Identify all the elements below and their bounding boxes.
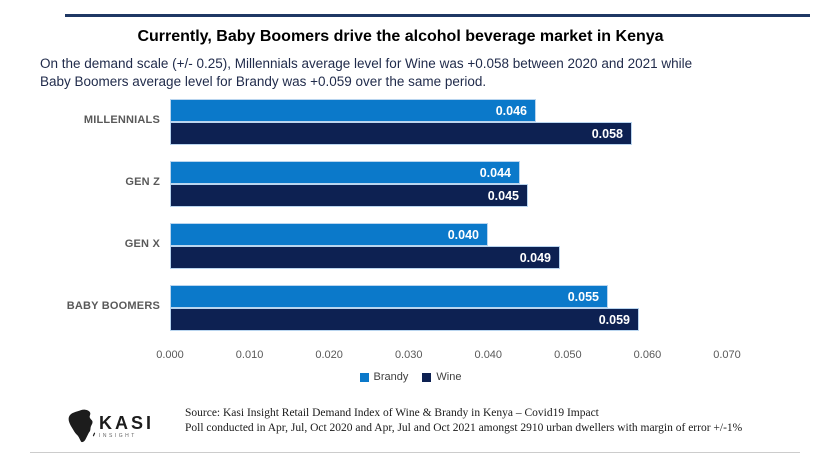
category-label-millennials: MILLENNIALS <box>83 114 160 126</box>
kasi-logo-subtext: INSIGHT <box>99 433 137 439</box>
bottom-rule <box>30 452 800 453</box>
wine-swatch-icon <box>422 372 432 382</box>
x-tick-0.050: 0.050 <box>554 349 582 361</box>
bar-value-label: 0.059 <box>598 312 630 327</box>
bar-brandy-gen-x: 0.040 <box>170 223 488 246</box>
x-tick-0.020: 0.020 <box>315 349 343 361</box>
bar-value-label: 0.046 <box>495 103 527 118</box>
chart-subtitle: On the demand scale (+/- 0.25), Millenni… <box>40 55 785 90</box>
legend-item-brandy: Brandy <box>359 371 409 383</box>
bar-wine-baby-boomers: 0.059 <box>170 308 639 331</box>
bar-value-label: 0.045 <box>487 188 519 203</box>
bar-brandy-baby-boomers: 0.055 <box>170 285 608 308</box>
x-tick-0.010: 0.010 <box>235 349 264 361</box>
category-label-gen-x: GEN X <box>124 238 160 250</box>
bar-wine-gen-z: 0.045 <box>170 184 528 207</box>
category-label-baby-boomers: BABY BOOMERS <box>66 300 160 312</box>
subtitle-line-2: Baby Boomers average level for Brandy wa… <box>40 73 487 89</box>
chart-plot: MILLENNIALS 0.046 0.058 GEN Z 0.044 0.045 GEN … <box>0 99 760 339</box>
x-tick-0.070: 0.070 <box>713 349 741 361</box>
x-tick-0.040: 0.040 <box>474 349 503 361</box>
bar-value-label: 0.058 <box>591 126 623 141</box>
africa-icon <box>68 409 96 443</box>
legend-label-brandy: Brandy <box>373 371 409 383</box>
bar-wine-millennials: 0.058 <box>170 122 632 145</box>
legend-item-wine: Wine <box>422 371 461 383</box>
top-rule <box>65 14 810 17</box>
bar-brandy-millennials: 0.046 <box>170 99 536 122</box>
bar-wine-gen-x: 0.049 <box>170 246 560 269</box>
legend-label-wine: Wine <box>436 371 462 383</box>
x-tick-0.000: 0.000 <box>156 349 184 361</box>
x-tick-0.030: 0.030 <box>394 349 423 361</box>
category-label-gen-z: GEN Z <box>125 176 160 188</box>
kasi-logo-text: KASI <box>99 413 155 433</box>
x-axis: 0.000 0.010 0.020 0.030 0.040 0.050 0.060 0.070 <box>0 349 780 365</box>
subtitle-line-1: On the demand scale (+/- 0.25), Millenni… <box>40 56 693 71</box>
bar-value-label: 0.044 <box>479 165 511 180</box>
bar-value-label: 0.049 <box>519 250 551 265</box>
brandy-swatch-icon <box>359 372 369 382</box>
bar-value-label: 0.040 <box>447 227 479 242</box>
source-line-2: Poll conducted in Apr, Jul, Oct 2020 and… <box>185 422 743 434</box>
bar-brandy-gen-z: 0.044 <box>170 161 520 184</box>
source-note: Source: Kasi Insight Retail Demand Index… <box>185 406 745 436</box>
chart-title: Currently, Baby Boomers drive the alcoho… <box>137 28 664 45</box>
x-tick-0.060: 0.060 <box>633 349 662 361</box>
kasi-logo: KASI INSIGHT <box>66 406 154 448</box>
bar-value-label: 0.055 <box>567 289 599 304</box>
chart-legend: Brandy Wine <box>0 371 821 383</box>
kasi-logo-textblock: KASI INSIGHT <box>99 413 155 439</box>
source-line-1: Source: Kasi Insight Retail Demand Index… <box>185 407 599 419</box>
